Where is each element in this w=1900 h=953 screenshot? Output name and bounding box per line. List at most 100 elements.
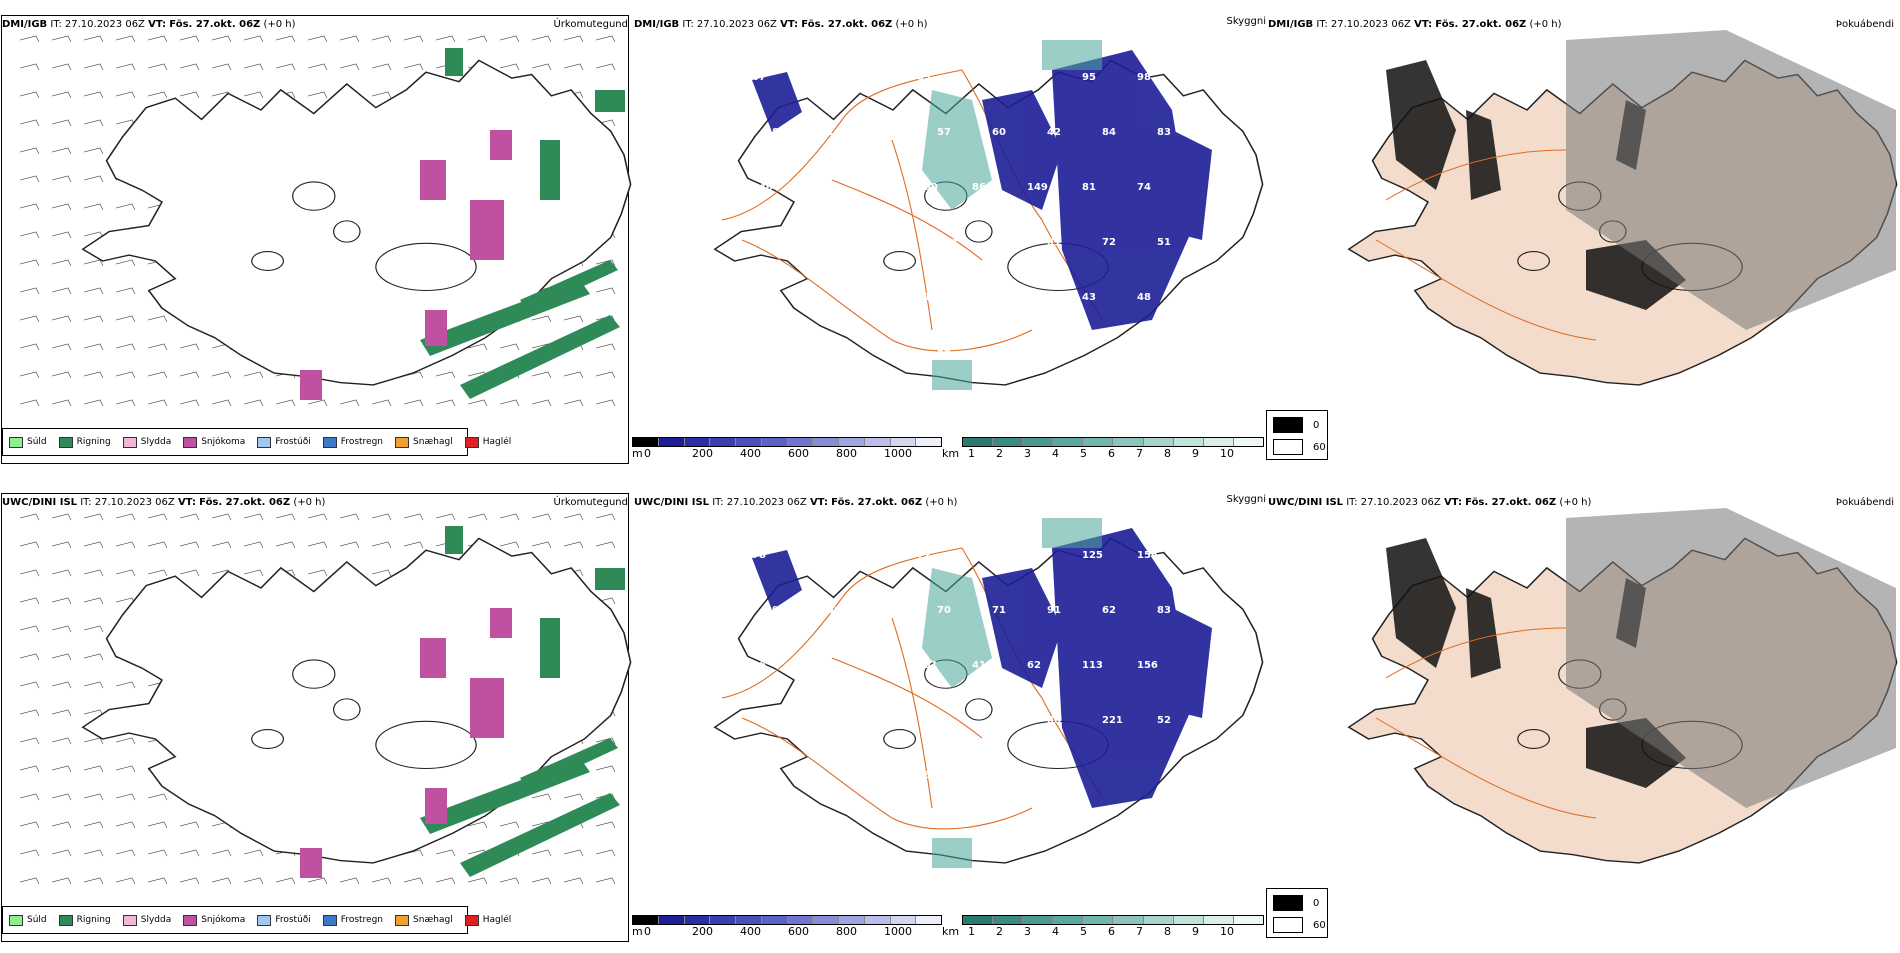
cloudbase-label: 52	[807, 770, 821, 781]
cloudbase-label: 81	[1047, 237, 1061, 248]
legend-swatch	[183, 436, 198, 448]
lead-offset: (+0 h)	[293, 497, 326, 508]
precip-legend-item: Slydda	[122, 436, 171, 448]
legend-swatch	[464, 436, 479, 448]
fog-swatch-light	[1273, 439, 1303, 455]
cloudbase-label: 89	[807, 660, 821, 671]
cloudbase-label: 52	[1157, 715, 1171, 726]
cloudbase-unit: m	[632, 447, 643, 460]
visibility-tick: 1	[968, 447, 975, 460]
cloudbase-label: 225	[862, 292, 883, 303]
visibility-tick: 2	[996, 925, 1003, 938]
legend-label: Snjókoma	[201, 915, 246, 925]
cloudbase-panel: 67 59 156 03 108 77 95 98 88 142 119 57 60 42 84 83 146 9…	[632, 0, 1266, 475]
cloudbase-label: 83	[1157, 127, 1171, 138]
legend-swatch	[183, 914, 198, 926]
model-name: UWC/DINI ISL	[2, 497, 78, 508]
cloudbase-label: 31	[917, 292, 931, 303]
precip-type-panel: UWC/DINI ISL IT: 27.10.2023 06Z VT: Fös.…	[0, 478, 632, 953]
panel-header: DMI/IGB IT: 27.10.2023 06Z VT: Fös. 27.o…	[1268, 19, 1562, 30]
legend-swatch	[9, 436, 23, 448]
lead-offset: (+0 h)	[1529, 19, 1562, 30]
model-row: UWC/DINI ISL IT: 27.10.2023 06Z VT: Fös.…	[0, 478, 1900, 953]
cloudbase-label: 76	[827, 237, 841, 248]
visibility-tick: 6	[1108, 925, 1115, 938]
panel-title: Skyggni	[1226, 16, 1266, 27]
model-row: DMI/IGB IT: 27.10.2023 06Z VT: Fös. 27.o…	[0, 0, 1900, 475]
fog-index-panel: DMI/IGB IT: 27.10.2023 06Z VT: Fös. 27.o…	[1266, 0, 1900, 475]
precip-area	[420, 526, 625, 877]
precip-legend-item: Snjókoma	[183, 914, 246, 926]
legend-swatch	[257, 914, 272, 926]
cloudbase-label: 42	[1047, 127, 1061, 138]
cloudbase-label: 27	[972, 292, 986, 303]
cloudbase-label: 59	[807, 72, 821, 83]
legend-label: Haglél	[482, 437, 512, 447]
fog-swatch-dark	[1273, 417, 1303, 433]
cloudbase-label: 67	[752, 72, 766, 83]
cloudbase-label: 142	[827, 127, 848, 138]
cloudbase-label: 88	[1047, 715, 1061, 726]
visibility-colorbar	[962, 437, 1264, 447]
legend-swatch	[58, 436, 73, 448]
cloudbase-tick: 0	[644, 925, 651, 938]
cloudbase-label: 90	[772, 605, 786, 616]
vt-value: Fös. 27.okt. 06Z	[169, 19, 261, 30]
precip-type-panel: DMI/IGB IT: 27.10.2023 06Z VT: Fös. 27.o…	[0, 0, 632, 475]
panel-title: Úrkomutegund	[553, 19, 628, 30]
cloudbase-label: 66	[862, 660, 876, 671]
vt-value: Fös. 27.okt. 06Z	[1435, 19, 1527, 30]
precip-legend-item: Snæhagl	[395, 914, 453, 926]
cloudbase-label: 151	[917, 660, 938, 671]
cloudbase-label: 95	[1082, 72, 1096, 83]
cloudbase-colorbar	[632, 437, 942, 447]
it-label: IT:	[50, 19, 62, 30]
cloudbase-colorbar	[632, 915, 942, 925]
cloudbase-tick: 0	[644, 447, 651, 460]
cloudbase-label: 66	[882, 605, 896, 616]
visibility-tick: 7	[1136, 925, 1143, 938]
fog-swatch-dark	[1273, 895, 1303, 911]
precip-area	[420, 48, 625, 399]
panel-header: UWC/DINI ISL IT: 27.10.2023 06Z VT: Fös.…	[2, 497, 325, 508]
cloudbase-tick: 400	[740, 447, 761, 460]
cloudbase-unit: m	[632, 925, 643, 938]
legend-swatch	[122, 436, 137, 448]
legend-swatch	[257, 436, 272, 448]
precip-legend: Súld Rigning Slydda Snjókoma Frostúði Fr…	[2, 906, 511, 934]
legend-swatch	[464, 914, 479, 926]
cloudbase-label: 81	[1082, 182, 1096, 193]
precip-legend-item: Rigning	[58, 436, 111, 448]
it-value: 27.10.2023 06Z	[726, 497, 807, 508]
fog-legend-value: 0	[1313, 419, 1320, 431]
panel-title: Skyggni	[1226, 494, 1266, 505]
visibility-tick: 8	[1164, 925, 1171, 938]
model-name: DMI/IGB	[2, 19, 48, 30]
it-label: IT:	[682, 19, 694, 30]
cloudbase-label: 49	[1047, 347, 1061, 358]
cloudbase-label: 56	[937, 347, 951, 358]
cloudbase-label: 96	[807, 182, 821, 193]
legend-swatch	[395, 436, 410, 448]
cloudbase-label: 57	[937, 127, 951, 138]
cloudbase-label: 43	[862, 770, 876, 781]
fog-legend-value: 60	[1313, 919, 1326, 931]
vt-label: VT:	[809, 497, 828, 508]
cloudbase-label: 221	[1102, 715, 1123, 726]
precip-legend-item: Slydda	[122, 914, 171, 926]
cloudbase-label: 11	[772, 237, 786, 248]
it-label: IT:	[80, 497, 92, 508]
cloudbase-label: 77	[1027, 72, 1041, 83]
cloudbase-label: 83	[1157, 605, 1171, 616]
precip-legend-item: Haglél	[464, 914, 511, 926]
cloudbase-label: 91	[1047, 605, 1061, 616]
cloudbase-panel: 78 84 103 72 43 108 125 156 90 80 66 70 71 91 62 83 96 89…	[632, 478, 1266, 953]
vt-value: Fös. 27.okt. 06Z	[831, 497, 923, 508]
vt-label: VT:	[780, 19, 799, 30]
cloudbase-label: 78	[752, 550, 766, 561]
legend-label: Frostúði	[275, 437, 311, 447]
cloudbase-label: 48	[917, 770, 931, 781]
cloudbase-label: 80	[827, 605, 841, 616]
visibility-colorbar	[962, 915, 1264, 925]
cloudbase-label: 156	[1137, 550, 1158, 561]
